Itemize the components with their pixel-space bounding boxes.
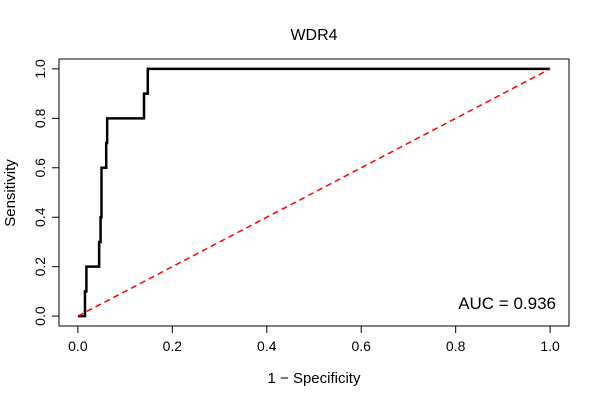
y-axis: 0.0 0.2 0.4 0.6 0.8 1.0 bbox=[32, 59, 60, 326]
y-axis-title: Sensitivity bbox=[2, 159, 19, 227]
series-layer bbox=[77, 67, 551, 318]
y-tick-label: 1.0 bbox=[32, 59, 48, 79]
chart-title: WDR4 bbox=[290, 27, 337, 44]
y-tick-label: 0.2 bbox=[32, 257, 48, 277]
x-tick-label: 0.4 bbox=[257, 338, 277, 354]
x-tick-label: 0.2 bbox=[163, 338, 183, 354]
y-tick-label: 0.4 bbox=[32, 207, 48, 227]
y-tick-label: 0.6 bbox=[32, 158, 48, 178]
auc-annotation: AUC = 0.936 bbox=[458, 294, 556, 313]
y-tick-label: 0.0 bbox=[32, 306, 48, 326]
y-tick-label: 0.8 bbox=[32, 108, 48, 128]
x-tick-label: 0.6 bbox=[351, 338, 371, 354]
roc-curve-line bbox=[77, 67, 551, 318]
x-axis: 0.0 0.2 0.4 0.6 0.8 1.0 bbox=[68, 325, 560, 354]
x-tick-label: 0.8 bbox=[446, 338, 466, 354]
x-tick-label: 0.0 bbox=[68, 338, 88, 354]
chance-diagonal-line bbox=[77, 68, 551, 317]
x-tick-label: 1.0 bbox=[540, 338, 560, 354]
x-axis-title: 1 − Specificity bbox=[268, 370, 361, 387]
